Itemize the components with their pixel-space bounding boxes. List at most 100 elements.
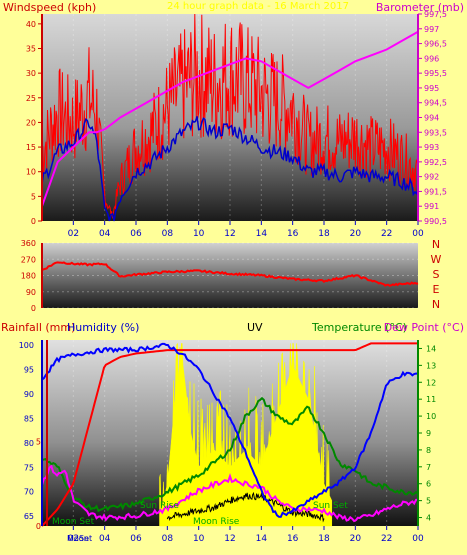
bottom-x-tick-label: 10 (193, 534, 205, 544)
moon-set-annotation: Moon Set (52, 517, 95, 527)
temp-y-tick-label: 8 (426, 446, 431, 455)
wind-y-tick-label: 20 (26, 118, 36, 127)
temp-y-tick-label: 10 (426, 412, 436, 421)
baro-y-tick-label: 994,5 (424, 99, 447, 108)
windspeed-axis-label: Windspeed (kph) (3, 1, 96, 14)
bottom-ticks: 02 04 06 08 10 12 14 16 18 20 22 00MoonSet657075808… (19, 341, 436, 544)
baro-y-tick-label: 993,5 (424, 128, 447, 137)
rainfall-axis-label: Rainfall (mm) (1, 321, 75, 334)
temperature-series-line (41, 396, 419, 513)
humidity-y-tick-label: 100 (19, 341, 34, 350)
temp-y-tick-label: 7 (426, 463, 431, 472)
humidity-temp-panel: 02 04 06 08 10 12 14 16 18 20 22 00MoonSet657075808… (19, 340, 436, 544)
uv-axis-label: UV (247, 321, 263, 334)
humidity-y-tick-label: 95 (24, 365, 34, 374)
wind-x-tick-label: 10 (193, 229, 205, 239)
direction-y-tick-label: 0 (31, 304, 36, 313)
wind-x-tick-label: 20 (350, 229, 362, 239)
wind-y-tick-label: 40 (26, 20, 36, 29)
humidity-y-tick-label: 70 (24, 488, 34, 497)
wind-y-tick-label: 15 (26, 143, 36, 152)
temp-y-tick-label: 14 (426, 344, 436, 353)
temp-y-tick-label: 5 (426, 497, 431, 506)
baro-y-tick-label: 991 (424, 202, 439, 211)
baro-y-tick-label: 993 (424, 143, 439, 152)
baro-y-tick-label: 992,5 (424, 158, 447, 167)
direction-series (41, 261, 419, 287)
baro-y-tick-label: 992 (424, 173, 439, 182)
temp-y-tick-label: 13 (426, 361, 436, 370)
baro-y-tick-label: 991,5 (424, 187, 447, 196)
sun-rise-annotation: Sun Rise (140, 501, 179, 511)
rainfall-series-line (41, 342, 418, 527)
baro-y-tick-label: 997,5 (424, 10, 447, 19)
baro-y-tick-label: 990,5 (424, 217, 447, 226)
moon-axis-label: Moon (67, 534, 89, 543)
baro-y-tick-label: 996,5 (424, 40, 447, 49)
wind-series (41, 13, 419, 222)
wind-y-tick-label: 0 (31, 217, 36, 226)
wind-y-tick-label: 10 (26, 168, 36, 177)
barometer-axis-label: Barometer (mb) (376, 1, 464, 14)
uv-series-area (159, 342, 333, 527)
bottom-x-tick-label: 18 (318, 534, 330, 544)
compass-label: W (431, 253, 442, 266)
temp-y-tick-label: 6 (426, 480, 431, 489)
wind-x-tick-label: 12 (224, 229, 235, 239)
bottom-series (41, 342, 419, 527)
bottom-x-tick-label: 20 (350, 534, 362, 544)
wind-y-tick-label: 35 (26, 45, 36, 54)
wind-x-tick-label: 06 (130, 229, 142, 239)
compass-label: E (433, 283, 440, 296)
wind-x-tick-label: 16 (287, 229, 299, 239)
wind-baro-panel: 02 04 06 08 10 12 14 16 18 20 22 000510152025303540… (26, 10, 447, 239)
wind-x-tick-label: 18 (318, 229, 330, 239)
bottom-x-tick-label: 08 (162, 534, 174, 544)
avg-wind-series-line (41, 116, 419, 222)
humidity-y-tick-label: 90 (24, 390, 34, 399)
wind-ticks: 02 04 06 08 10 12 14 16 18 20 22 000510152025303540… (26, 10, 447, 239)
wind-y-tick-label: 25 (26, 94, 36, 103)
wind-x-tick-label: 22 (381, 229, 392, 239)
gust-series-line (41, 13, 419, 219)
baro-y-tick-label: 997 (424, 25, 439, 34)
compass-label: N (432, 298, 440, 311)
wind-x-tick-label: 02 (68, 229, 79, 239)
temp-y-tick-label: 4 (426, 514, 431, 523)
humidity-axis-label: Humidity (%) (67, 321, 139, 334)
bottom-x-tick-label: 00 (412, 534, 424, 544)
baro-y-tick-label: 995,5 (424, 69, 447, 78)
wind-direction-line (41, 261, 419, 287)
bottom-x-tick-label: 14 (256, 534, 268, 544)
bottom-x-tick-label: 04 (99, 534, 111, 544)
solar-series-line (166, 491, 325, 523)
compass-label: S (433, 268, 440, 281)
bottom-x-tick-label: 22 (381, 534, 392, 544)
direction-y-tick-label: 180 (21, 272, 36, 281)
wind-x-tick-label: 14 (256, 229, 268, 239)
humidity-y-tick-label: 85 (24, 414, 34, 423)
humidity-y-tick-label: 80 (24, 439, 34, 448)
humidity-y-tick-label: 75 (24, 463, 34, 472)
wind-x-tick-label: 04 (99, 229, 111, 239)
baro-y-tick-label: 996 (424, 54, 439, 63)
bottom-x-tick-label: 02 (68, 534, 79, 544)
rain-y-tick-label: 5 (36, 437, 41, 446)
compass-label: N (432, 238, 440, 251)
baro-y-tick-label: 995 (424, 84, 439, 93)
barometer-series-line (41, 30, 419, 207)
direction-y-tick-label: 90 (26, 288, 36, 297)
temp-y-tick-label: 11 (426, 395, 436, 404)
dewpoint-series-line (41, 464, 419, 523)
baro-y-tick-label: 994 (424, 114, 439, 123)
humidity-series-line (41, 342, 419, 518)
humidity-y-tick-label: 65 (24, 512, 34, 521)
rain-y-tick-label: 0 (36, 522, 41, 531)
wind-x-tick-label: 00 (412, 229, 424, 239)
bottom-x-tick-label: 16 (287, 534, 299, 544)
set-axis-label: Set (79, 534, 92, 543)
sun-set-annotation: Sun Set (313, 501, 348, 511)
wind-y-tick-label: 30 (26, 69, 36, 78)
bottom-x-tick-label: 12 (224, 534, 235, 544)
